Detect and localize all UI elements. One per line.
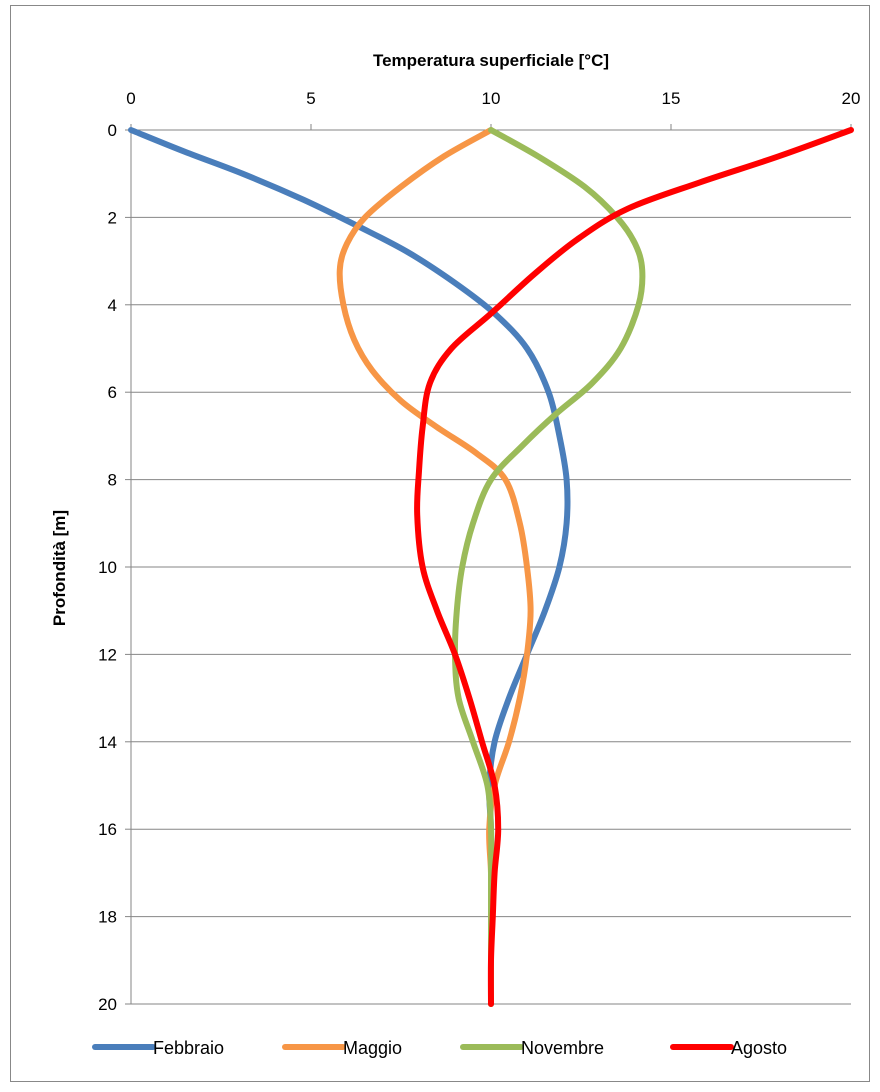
x-tick-label: 20 [842,89,861,108]
y-axis-title: Profondità [m] [50,510,69,626]
y-tick-label: 6 [108,383,117,402]
x-tick-label: 15 [662,89,681,108]
series-line-novembre [451,127,646,1007]
y-tick-label: 14 [98,733,117,752]
x-tick-label: 0 [126,89,135,108]
x-axis-title: Temperatura superficiale [°C] [373,51,609,70]
legend-label-novembre: Novembre [521,1038,604,1058]
legend-label-maggio: Maggio [343,1038,402,1058]
legend-label-febbraio: Febbraio [153,1038,224,1058]
series-lines [128,127,854,1007]
x-tick-label: 5 [306,89,315,108]
series-line-agosto [414,127,854,1007]
y-tick-label: 8 [108,471,117,490]
y-tick-label: 20 [98,995,117,1014]
x-tick-label: 10 [482,89,501,108]
legend: Febbraio Maggio Novembre Agosto [92,1038,787,1058]
chart-frame [10,5,870,1082]
y-tick-label: 12 [98,645,117,664]
y-tick-label: 16 [98,820,117,839]
y-tick-label: 0 [108,121,117,140]
y-tick-label: 2 [108,208,117,227]
y-tick-label: 18 [98,908,117,927]
y-tick-label: 10 [98,558,117,577]
y-tick-label: 4 [108,296,117,315]
legend-label-agosto: Agosto [731,1038,787,1058]
axes: 0 2 4 6 8 10 12 14 16 18 20 0 5 10 15 20 [98,89,860,1014]
